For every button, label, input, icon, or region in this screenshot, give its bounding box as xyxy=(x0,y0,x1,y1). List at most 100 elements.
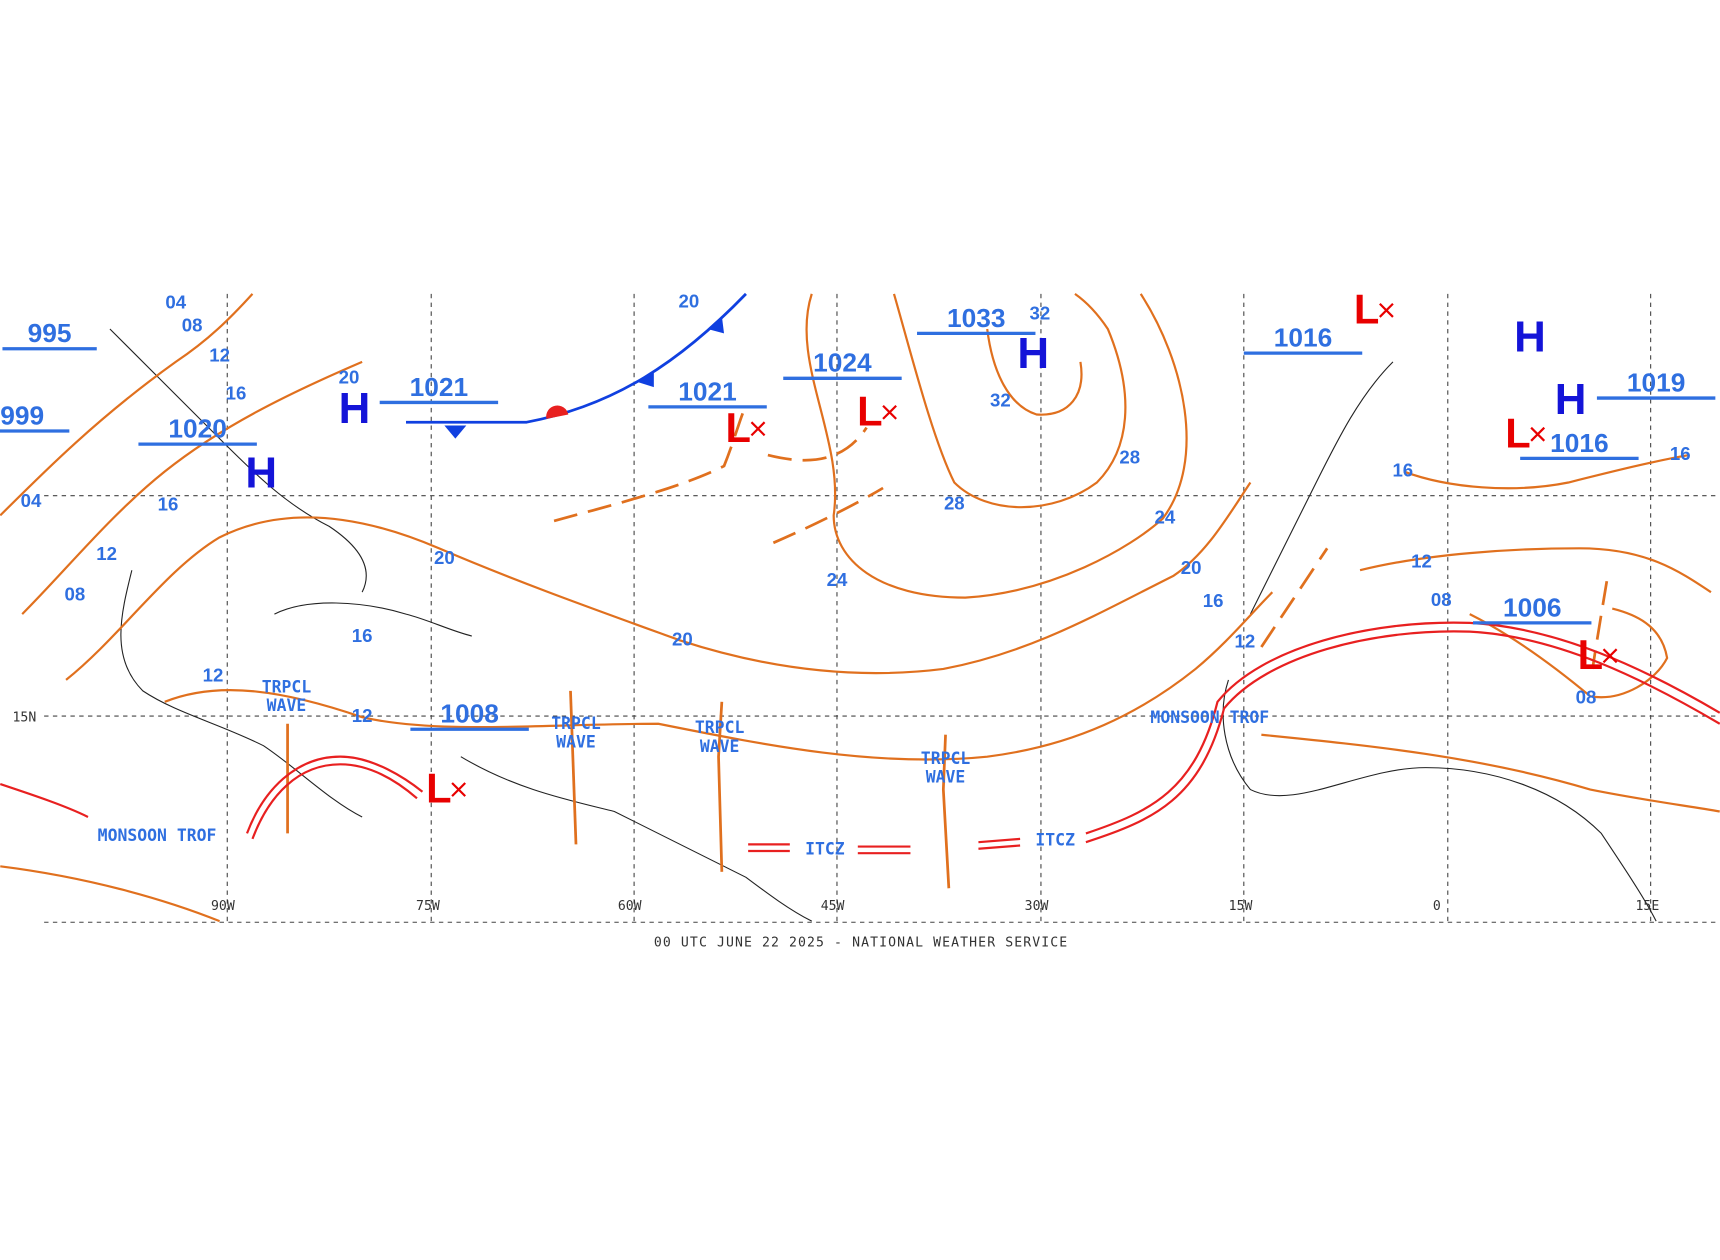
feature-label: MONSOON TROF xyxy=(98,826,217,845)
low-center: L xyxy=(857,388,882,435)
itcz-monsoon xyxy=(0,621,1720,855)
feature-label: ITCZ xyxy=(1035,831,1075,850)
low-center: L xyxy=(426,765,451,812)
isobar xyxy=(1261,733,1720,813)
longitude-label: 60W xyxy=(618,899,642,914)
isobar-label: 16 xyxy=(352,625,373,646)
feature-label-line: WAVE xyxy=(926,767,966,786)
feature-label-line: TRPCL xyxy=(551,713,601,732)
feature-label: TRPCL WAVE xyxy=(921,748,971,786)
isobar xyxy=(892,292,1127,509)
isobar-label: 16 xyxy=(1670,443,1691,464)
isobar xyxy=(986,328,1083,416)
cold-front xyxy=(406,292,747,439)
longitude-label: 30W xyxy=(1025,899,1049,914)
pressure-label: 1016 xyxy=(1550,428,1609,458)
isobar-label: 12 xyxy=(209,344,230,365)
feature-label-line: WAVE xyxy=(556,732,596,751)
low-marker xyxy=(1379,302,1394,318)
footer: 00 UTC JUNE 22 2025 - NATIONAL WEATHER S… xyxy=(654,935,1068,950)
feature-label-line: WAVE xyxy=(700,736,740,755)
central-america-coast xyxy=(120,570,363,818)
isobar xyxy=(0,293,254,517)
isobar-label: 24 xyxy=(827,569,848,590)
trough xyxy=(1260,547,1329,648)
pressure-label: 995 xyxy=(28,318,72,348)
north-america-coast xyxy=(109,328,367,593)
isobar-label: 20 xyxy=(1181,557,1202,578)
isobar-label: 08 xyxy=(182,315,203,336)
low-marker xyxy=(1530,426,1546,442)
low-marker xyxy=(1602,648,1618,664)
isobar xyxy=(1469,607,1669,699)
pressure-label: 1024 xyxy=(813,348,872,378)
coastlines xyxy=(109,328,1657,922)
isobar-label: 16 xyxy=(1392,459,1413,480)
pressure-label: 1021 xyxy=(410,372,469,402)
front-barb xyxy=(636,370,654,388)
feature-label-line: TRPCL xyxy=(921,748,971,767)
pressure-label: 1019 xyxy=(1627,367,1686,397)
graticule xyxy=(44,293,1720,923)
high-center: H xyxy=(1514,313,1546,362)
isobar xyxy=(805,293,1188,599)
longitude-label: 75W xyxy=(416,899,440,914)
isobar xyxy=(164,591,1274,761)
pressure-label: 999 xyxy=(0,400,44,430)
isobar-label: 32 xyxy=(990,389,1011,410)
longitude-label: 90W xyxy=(211,899,235,914)
pressure-label: 1020 xyxy=(168,414,227,444)
isobar xyxy=(1403,454,1690,490)
front-barb xyxy=(444,425,467,439)
isobar-label: 20 xyxy=(339,366,360,387)
isobar-label: 20 xyxy=(679,291,700,312)
itcz-dashes xyxy=(748,837,1021,855)
longitude-label: 45W xyxy=(821,899,845,914)
isobar-label: 12 xyxy=(96,543,117,564)
troughs xyxy=(553,405,1609,670)
feature-label-line: TRPCL xyxy=(695,718,745,737)
feature-label: MONSOON TROF xyxy=(1150,708,1269,727)
high-center: H xyxy=(1555,375,1587,424)
isobar-label: 28 xyxy=(1119,446,1140,467)
longitude-label: 15W xyxy=(1229,899,1253,914)
itcz-line xyxy=(1085,621,1720,835)
isobar-label: 08 xyxy=(1431,589,1452,610)
isobar-label: 32 xyxy=(1029,303,1050,324)
isobar-label: 08 xyxy=(64,583,85,604)
low-center: L xyxy=(1354,286,1379,333)
isobar-label: 24 xyxy=(1154,507,1175,528)
isobar-label: 16 xyxy=(1203,590,1224,611)
tropical-waves xyxy=(286,690,951,889)
high-center: H xyxy=(245,449,277,498)
high-center: H xyxy=(339,384,371,433)
low-center: L xyxy=(1578,631,1603,678)
cuba-coast xyxy=(274,602,472,637)
low-center: L xyxy=(1505,409,1530,456)
low-marker xyxy=(451,782,466,797)
isobar xyxy=(65,481,1252,681)
feature-label: ITCZ xyxy=(805,839,845,858)
low-marker xyxy=(750,421,766,437)
trough xyxy=(767,426,868,462)
isobar-label: 04 xyxy=(21,490,42,511)
high-center: H xyxy=(1017,329,1049,378)
low-center: L xyxy=(726,404,751,451)
labels: 90W 75W 60W 45W 30W 15W 0 15E 15N 00 UTC JUNE 22 … xyxy=(0,286,1716,950)
isobar-label: 12 xyxy=(203,665,224,686)
isobar-label: 16 xyxy=(158,493,179,514)
pressure-label: 1021 xyxy=(678,376,737,406)
itcz-line xyxy=(245,755,424,834)
isobar-label: 20 xyxy=(434,547,455,568)
feature-label: TRPCL WAVE xyxy=(695,718,745,756)
feature-label-line: WAVE xyxy=(267,696,307,715)
pressure-label: 1033 xyxy=(947,303,1006,333)
isobar-label: 20 xyxy=(672,628,693,649)
isobar-label: 08 xyxy=(1576,686,1597,707)
south-america-coast xyxy=(460,756,812,922)
isobar-label: 16 xyxy=(226,383,247,404)
isobar xyxy=(21,360,363,615)
pressure-label: 1008 xyxy=(440,699,499,729)
